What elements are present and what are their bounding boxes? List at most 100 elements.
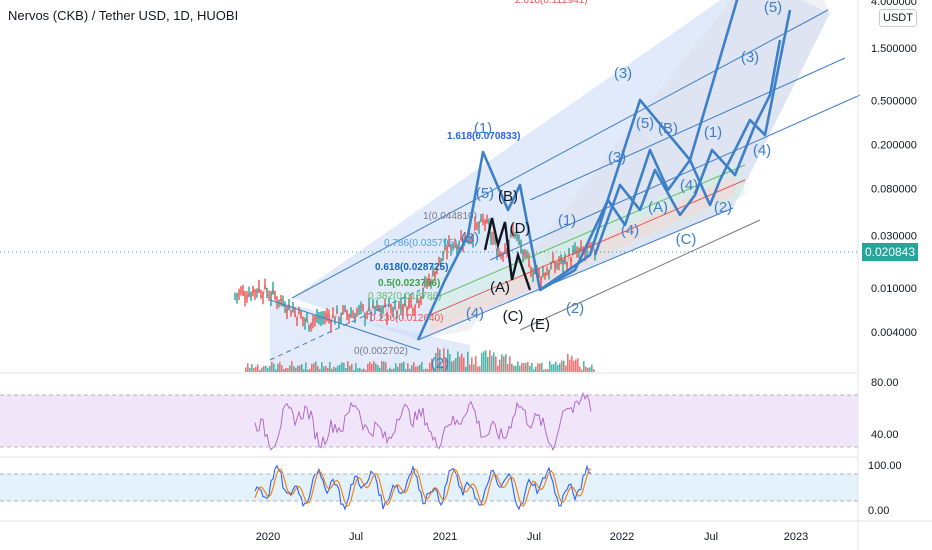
volume-bar bbox=[457, 351, 459, 372]
volume-bar bbox=[465, 366, 467, 372]
stoch-k-line bbox=[254, 464, 592, 511]
volume-bar bbox=[273, 363, 275, 372]
wave-label: (E) bbox=[530, 316, 550, 333]
volume-bar bbox=[573, 360, 575, 372]
volume-bar bbox=[341, 362, 343, 372]
volume-bar bbox=[353, 369, 355, 372]
volume-bar bbox=[295, 367, 297, 372]
volume-bar bbox=[389, 367, 391, 372]
channel-line bbox=[529, 57, 846, 201]
volume-bar bbox=[309, 368, 311, 372]
fib-level-label: 0.5(0.023756) bbox=[378, 278, 440, 289]
volume-bar bbox=[425, 368, 427, 372]
price-axis-tick: 1.500000 bbox=[871, 43, 917, 55]
volume-bar bbox=[533, 369, 535, 372]
volume-bar bbox=[539, 363, 541, 372]
volume-bar bbox=[509, 356, 511, 372]
volume-bar bbox=[361, 369, 363, 372]
price-axis-tick: 0.080000 bbox=[871, 183, 917, 195]
volume-bar bbox=[527, 362, 529, 372]
volume-bar bbox=[551, 364, 553, 372]
volume-bar bbox=[529, 365, 531, 372]
wave-label: (A) bbox=[490, 279, 510, 296]
volume-bar bbox=[543, 369, 545, 372]
price-axis-tick: 0.010000 bbox=[871, 283, 917, 295]
wave-label: (D) bbox=[510, 220, 531, 237]
wave-label: (4) bbox=[466, 305, 484, 322]
volume-bar bbox=[495, 356, 497, 372]
volume-bar bbox=[421, 361, 423, 372]
volume-bar bbox=[561, 360, 563, 372]
volume-bar bbox=[317, 366, 319, 372]
volume-bar bbox=[463, 357, 465, 372]
volume-bar bbox=[301, 364, 303, 372]
volume-bar bbox=[583, 361, 585, 372]
wave-label: (5) bbox=[764, 0, 782, 16]
wave-label: (5) bbox=[636, 115, 654, 132]
fib-level-label: 0.786(0.035795) bbox=[384, 238, 457, 249]
volume-bar bbox=[515, 365, 517, 372]
volume-bar bbox=[443, 348, 445, 372]
volume-bar bbox=[329, 362, 331, 372]
volume-bar bbox=[591, 364, 593, 372]
volume-bar bbox=[337, 365, 339, 372]
volume-bar bbox=[531, 363, 533, 372]
volume-bar bbox=[467, 351, 469, 372]
time-axis-tick: 2022 bbox=[610, 531, 634, 543]
volume-bar bbox=[261, 367, 263, 372]
wave-label: (4) bbox=[621, 222, 639, 239]
volume-bar bbox=[365, 369, 367, 372]
stoch-d-line bbox=[254, 468, 592, 508]
currency-scale-button[interactable]: USDT bbox=[879, 9, 917, 27]
volume-bar bbox=[459, 356, 461, 372]
fib-level-line bbox=[429, 179, 746, 316]
volume-bar bbox=[377, 365, 379, 372]
volume-bar bbox=[461, 353, 463, 372]
volume-bar bbox=[401, 362, 403, 372]
volume-bar bbox=[289, 365, 291, 372]
volume-bar bbox=[357, 368, 359, 372]
volume-bar bbox=[409, 368, 411, 372]
volume-bar bbox=[369, 362, 371, 372]
wave-label: (2) bbox=[431, 355, 449, 372]
wave-label: (2) bbox=[566, 300, 584, 317]
volume-bar bbox=[349, 365, 351, 372]
volume-bar bbox=[569, 359, 571, 372]
volume-bar bbox=[333, 366, 335, 372]
volume-bar bbox=[493, 352, 495, 372]
rsi-line bbox=[254, 391, 592, 452]
fib-level-label: 0.618(0.028725) bbox=[375, 262, 448, 273]
volume-bar bbox=[415, 366, 417, 372]
fib-level-label: 0(0.002702) bbox=[354, 346, 408, 357]
volume-bar bbox=[469, 364, 471, 372]
volume-bar bbox=[535, 366, 537, 372]
volume-bar bbox=[571, 355, 573, 372]
volume-bar bbox=[381, 361, 383, 372]
volume-bar bbox=[475, 356, 477, 372]
stoch-axis-tick: 100.00 bbox=[868, 460, 902, 472]
volume-bar bbox=[487, 356, 489, 372]
volume-bar bbox=[441, 365, 443, 372]
elliott-wave-path bbox=[593, 39, 782, 256]
elliott-wave-path bbox=[416, 0, 739, 341]
volume-bar bbox=[419, 364, 421, 372]
volume-bar bbox=[249, 367, 251, 372]
wave-label: (1) bbox=[704, 124, 722, 141]
volume-bar bbox=[371, 363, 373, 372]
channel-line bbox=[489, 94, 861, 261]
fib-level-label: 0.236(0.012640) bbox=[370, 313, 443, 324]
volume-bar bbox=[453, 360, 455, 372]
volume-bar bbox=[323, 366, 325, 372]
volume-bar bbox=[379, 367, 381, 372]
volume-bar bbox=[433, 368, 435, 372]
moving-average-line bbox=[234, 217, 596, 330]
fib-level-label: 1.618(0.070833) bbox=[447, 131, 520, 142]
wave-label: (3) bbox=[741, 49, 759, 66]
elliott-wave-path bbox=[539, 9, 792, 292]
volume-bar bbox=[559, 363, 561, 372]
wave-label: (C) bbox=[503, 308, 524, 325]
volume-bar bbox=[245, 367, 247, 372]
volume-bar bbox=[283, 369, 285, 372]
volume-bar bbox=[567, 354, 569, 372]
